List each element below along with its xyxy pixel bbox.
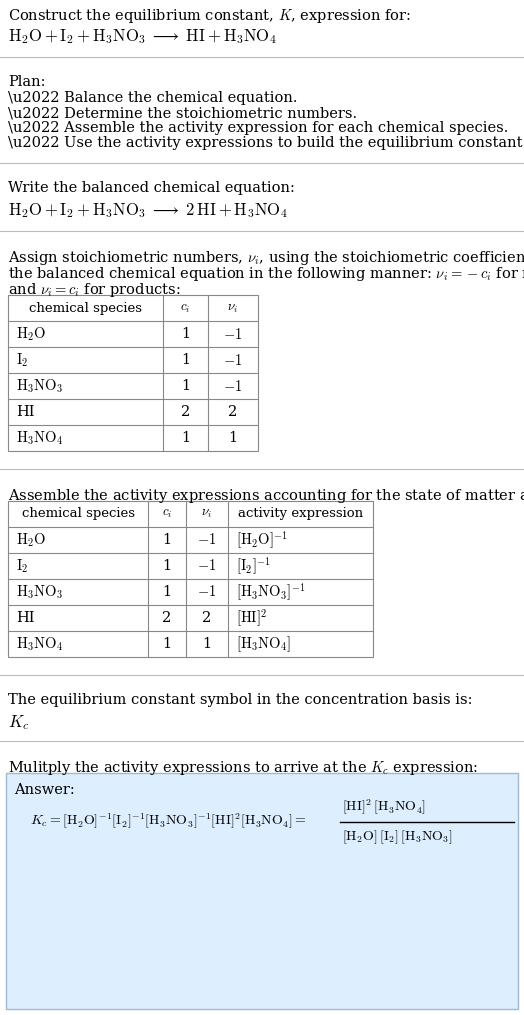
- Bar: [8, 295, 258, 451]
- Text: 2: 2: [228, 405, 237, 419]
- Text: $\mathrm{H_2O + I_2 + H_3NO_3 \;\longrightarrow\; HI + H_3NO_4}$: $\mathrm{H_2O + I_2 + H_3NO_3 \;\longrig…: [8, 27, 277, 46]
- Text: activity expression: activity expression: [238, 508, 363, 521]
- Text: 1: 1: [181, 327, 190, 341]
- Text: chemical species: chemical species: [21, 508, 135, 521]
- Text: 1: 1: [162, 533, 171, 547]
- Text: $K_c$: $K_c$: [8, 713, 29, 732]
- Text: $\nu_i$: $\nu_i$: [201, 508, 213, 521]
- Text: $-1$: $-1$: [223, 379, 243, 394]
- Text: $\mathrm{H_2O}$: $\mathrm{H_2O}$: [16, 531, 46, 549]
- Text: $[\mathrm{HI}]^2\,[\mathrm{H_3NO_4}]$: $[\mathrm{HI}]^2\,[\mathrm{H_3NO_4}]$: [342, 798, 426, 817]
- Text: $K_c = [\mathrm{H_2O}]^{-1} [\mathrm{I_2}]^{-1} [\mathrm{H_3NO_3}]^{-1} [\mathrm: $K_c = [\mathrm{H_2O}]^{-1} [\mathrm{I_2…: [30, 811, 307, 830]
- Text: $\mathrm{I_2}$: $\mathrm{I_2}$: [16, 351, 28, 368]
- Text: $-1$: $-1$: [198, 533, 217, 547]
- Text: $-1$: $-1$: [223, 327, 243, 341]
- Text: 1: 1: [162, 637, 171, 651]
- Text: $-1$: $-1$: [198, 585, 217, 600]
- Text: $-1$: $-1$: [198, 558, 217, 573]
- Text: 1: 1: [181, 379, 190, 393]
- Text: 1: 1: [162, 559, 171, 573]
- Bar: [8, 501, 373, 657]
- Text: Construct the equilibrium constant, $K$, expression for:: Construct the equilibrium constant, $K$,…: [8, 7, 411, 25]
- Text: Answer:: Answer:: [14, 783, 75, 797]
- Text: $\mathrm{H_3NO_4}$: $\mathrm{H_3NO_4}$: [16, 635, 63, 653]
- Text: 1: 1: [228, 431, 237, 445]
- Text: the balanced chemical equation in the following manner: $\nu_i = -c_i$ for react: the balanced chemical equation in the fo…: [8, 265, 524, 283]
- Text: Write the balanced chemical equation:: Write the balanced chemical equation:: [8, 181, 295, 195]
- Text: \u2022 Balance the chemical equation.: \u2022 Balance the chemical equation.: [8, 91, 298, 105]
- Text: $\mathrm{H_3NO_3}$: $\mathrm{H_3NO_3}$: [16, 378, 63, 395]
- Text: $[\mathrm{H_3NO_4}]$: $[\mathrm{H_3NO_4}]$: [236, 634, 291, 654]
- Text: 2: 2: [202, 611, 212, 625]
- Text: and $\nu_i = c_i$ for products:: and $\nu_i = c_i$ for products:: [8, 281, 180, 299]
- Text: \u2022 Determine the stoichiometric numbers.: \u2022 Determine the stoichiometric numb…: [8, 106, 357, 120]
- Text: $[\mathrm{HI}]^2$: $[\mathrm{HI}]^2$: [236, 607, 268, 628]
- Text: $[\mathrm{H_3NO_3}]^{-1}$: $[\mathrm{H_3NO_3}]^{-1}$: [236, 582, 305, 603]
- Text: Assign stoichiometric numbers, $\nu_i$, using the stoichiometric coefficients, $: Assign stoichiometric numbers, $\nu_i$, …: [8, 249, 524, 267]
- Text: 1: 1: [162, 585, 171, 599]
- Text: 1: 1: [202, 637, 212, 651]
- Text: \u2022 Assemble the activity expression for each chemical species.: \u2022 Assemble the activity expression …: [8, 121, 508, 135]
- Text: HI: HI: [16, 611, 35, 625]
- Text: $-1$: $-1$: [223, 352, 243, 367]
- Text: $[\mathrm{H_2O}]\,[\mathrm{I_2}]\,[\mathrm{H_3NO_3}]$: $[\mathrm{H_2O}]\,[\mathrm{I_2}]\,[\math…: [342, 828, 453, 845]
- Text: $\mathrm{H_3NO_3}$: $\mathrm{H_3NO_3}$: [16, 584, 63, 601]
- Text: $\mathrm{H_2O}$: $\mathrm{H_2O}$: [16, 325, 46, 343]
- Text: $c_i$: $c_i$: [180, 301, 191, 315]
- FancyBboxPatch shape: [6, 773, 518, 1009]
- Text: Mulitply the activity expressions to arrive at the $K_c$ expression:: Mulitply the activity expressions to arr…: [8, 759, 478, 777]
- Text: \u2022 Use the activity expressions to build the equilibrium constant expression: \u2022 Use the activity expressions to b…: [8, 136, 524, 150]
- Text: 1: 1: [181, 431, 190, 445]
- Text: Assemble the activity expressions accounting for the state of matter and $\nu_i$: Assemble the activity expressions accoun…: [8, 487, 524, 505]
- Text: chemical species: chemical species: [29, 301, 142, 315]
- Text: $[\mathrm{H_2O}]^{-1}$: $[\mathrm{H_2O}]^{-1}$: [236, 529, 288, 551]
- Text: 2: 2: [162, 611, 172, 625]
- Text: $\mathrm{H_2O + I_2 + H_3NO_3 \;\longrightarrow\; 2\,HI + H_3NO_4}$: $\mathrm{H_2O + I_2 + H_3NO_3 \;\longrig…: [8, 201, 288, 220]
- Text: $\nu_i$: $\nu_i$: [227, 301, 238, 315]
- Text: 1: 1: [181, 353, 190, 367]
- Text: 2: 2: [181, 405, 190, 419]
- Text: $[\mathrm{I_2}]^{-1}$: $[\mathrm{I_2}]^{-1}$: [236, 555, 271, 577]
- Text: $\mathrm{I_2}$: $\mathrm{I_2}$: [16, 557, 28, 574]
- Text: $\mathrm{H_3NO_4}$: $\mathrm{H_3NO_4}$: [16, 429, 63, 447]
- Text: $c_i$: $c_i$: [162, 508, 172, 521]
- Text: Plan:: Plan:: [8, 75, 46, 89]
- Text: HI: HI: [16, 405, 35, 419]
- Text: The equilibrium constant symbol in the concentration basis is:: The equilibrium constant symbol in the c…: [8, 693, 473, 707]
